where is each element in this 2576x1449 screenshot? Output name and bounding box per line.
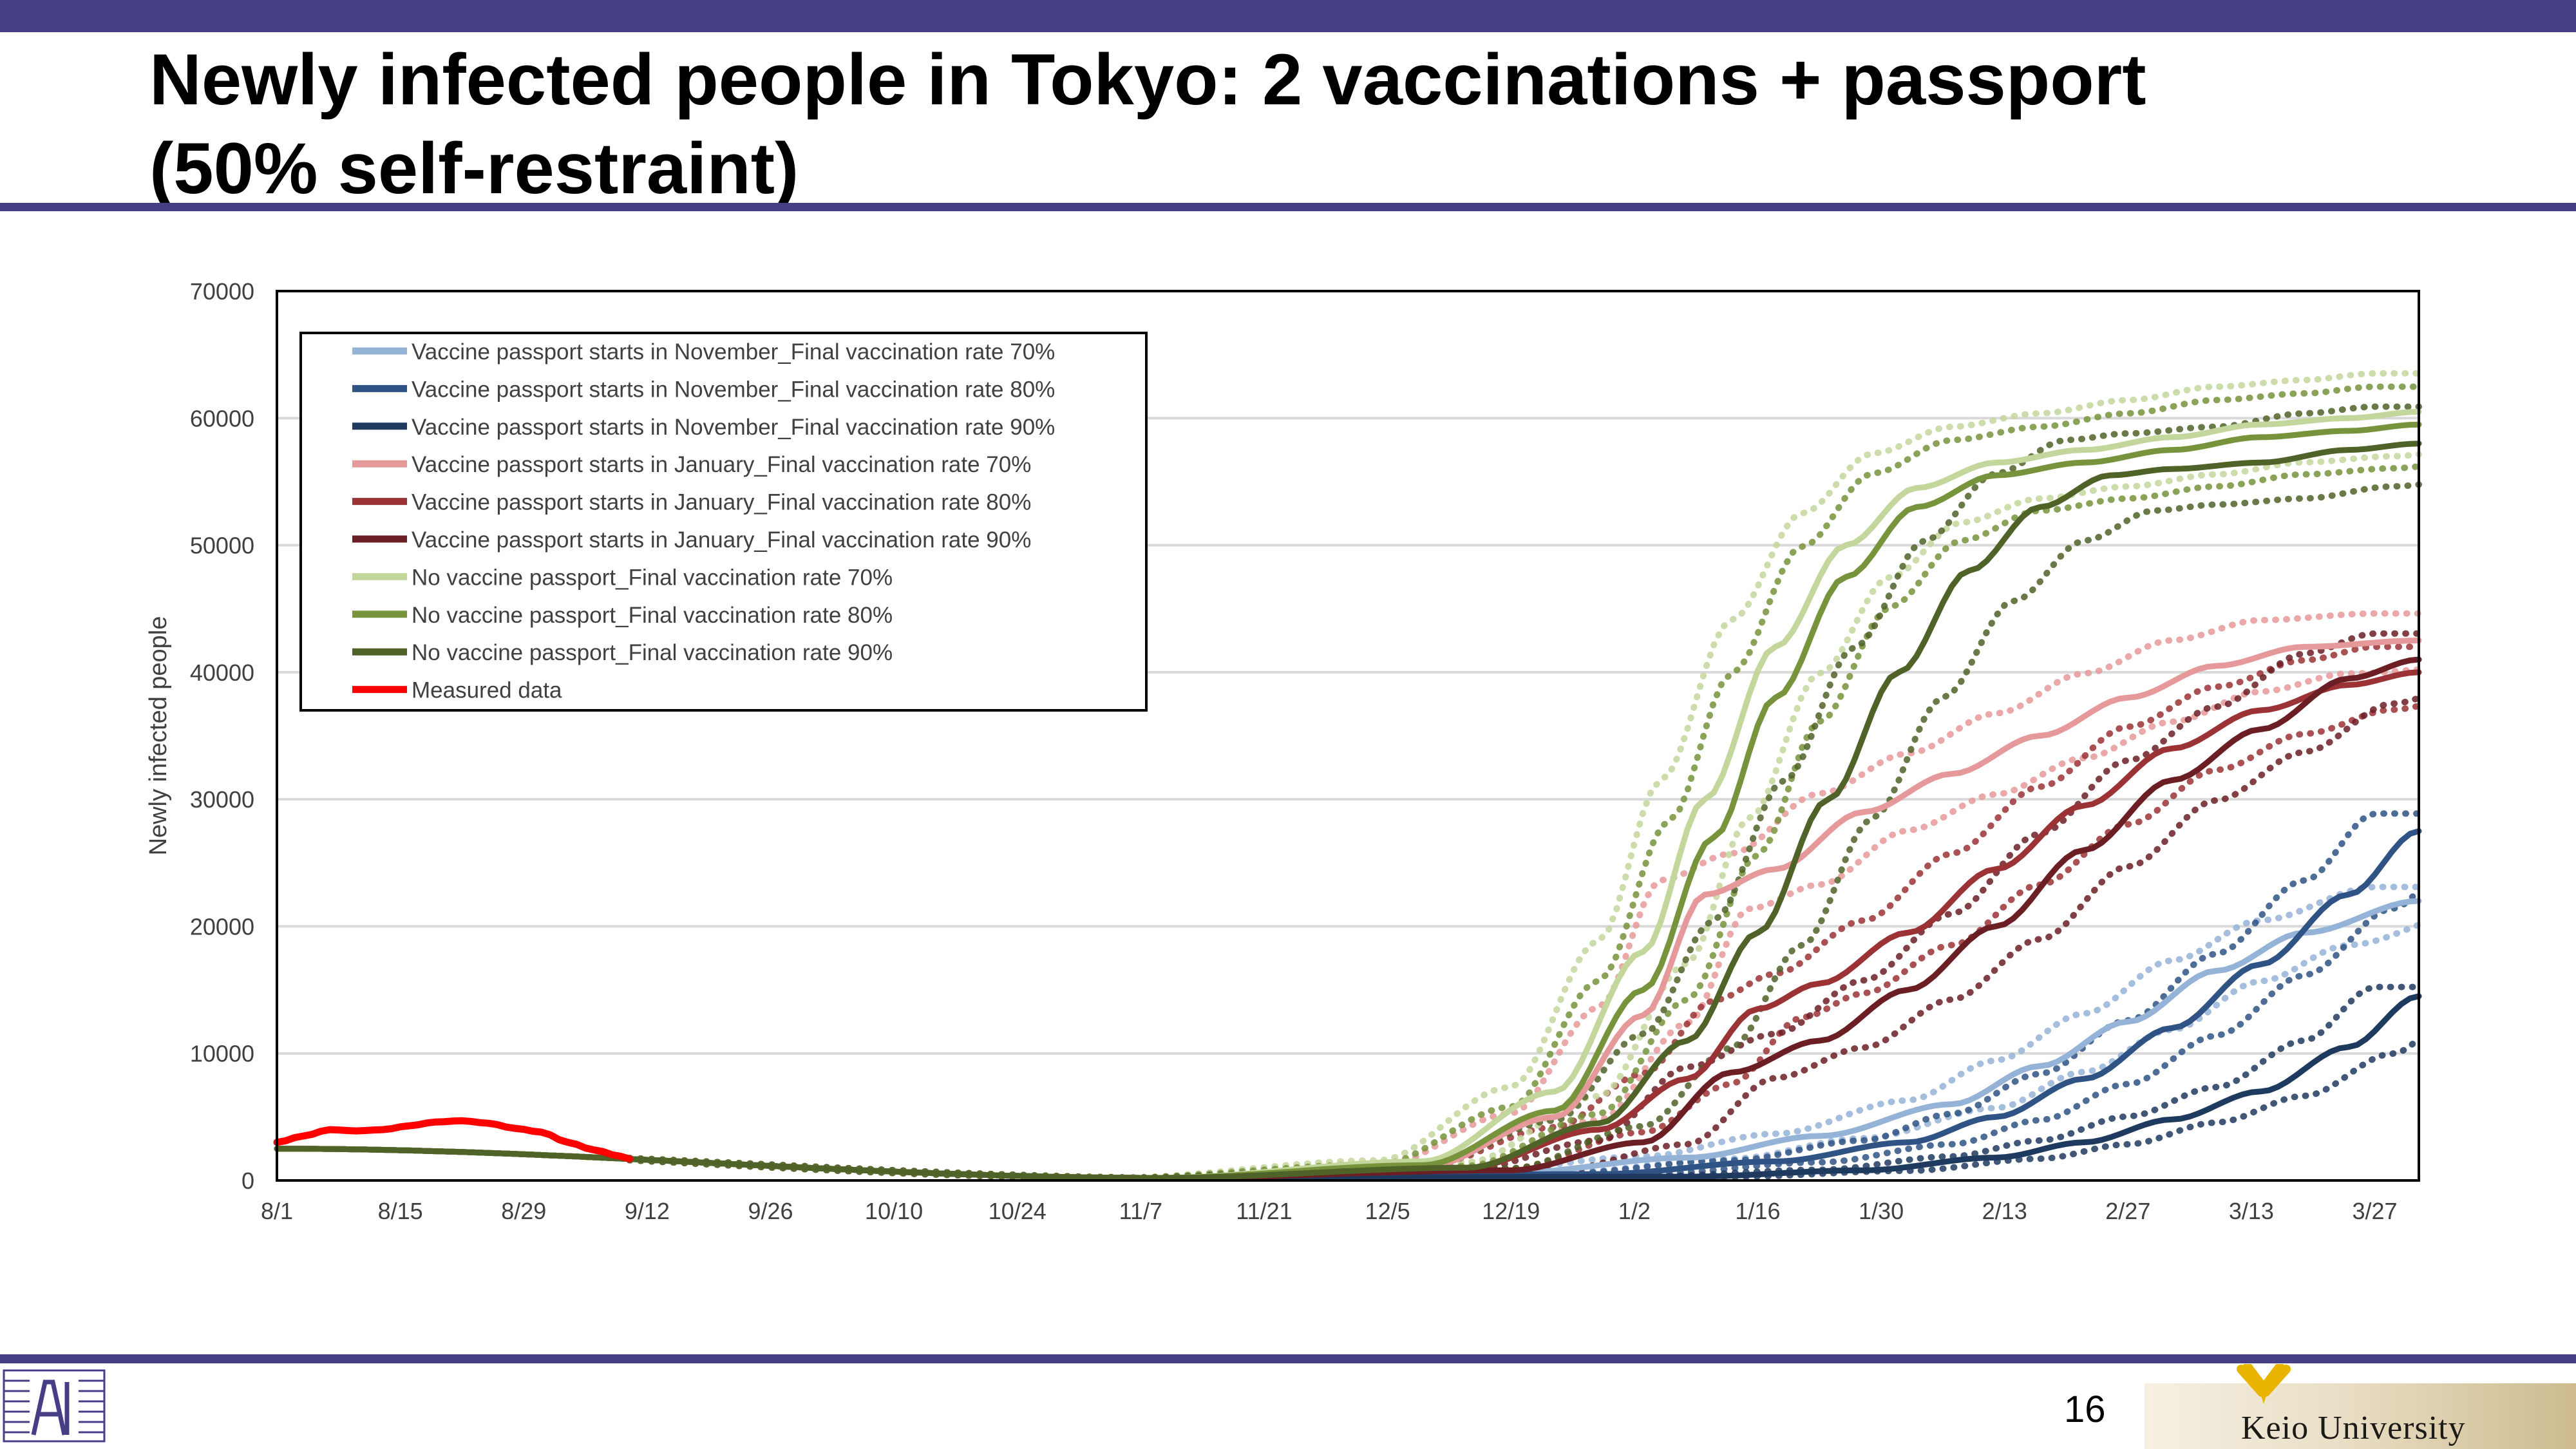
x-tick-label: 1/2	[1618, 1198, 1651, 1224]
top-accent-bar	[0, 0, 2576, 32]
x-tick-label: 2/13	[1982, 1198, 2027, 1224]
x-tick-label: 2/27	[2105, 1198, 2150, 1224]
legend-label: Vaccine passport starts in November_Fina…	[412, 377, 1055, 402]
legend-label: Vaccine passport starts in January_Final…	[412, 452, 1031, 477]
legend-label: Vaccine passport starts in November_Fina…	[412, 339, 1055, 365]
x-tick-label: 8/29	[501, 1198, 546, 1224]
keio-university-name: Keio University	[2241, 1410, 2466, 1446]
y-tick-label: 10000	[190, 1041, 254, 1067]
x-tick-label: 8/1	[261, 1198, 293, 1224]
y-axis-tick-labels: 0 10000 20000 30000 40000 50000 60000 70000	[190, 278, 254, 1194]
series-line-10	[273, 1117, 633, 1162]
keio-university-logo: Keio University	[2145, 1364, 2576, 1449]
institute-logo-icon	[3, 1369, 106, 1443]
series-lines	[273, 408, 2422, 1181]
keio-pen-mark-icon	[2237, 1364, 2291, 1404]
x-tick-label: 3/27	[2353, 1198, 2398, 1224]
slide-title: Newly infected people in Tokyo: 2 vaccin…	[149, 39, 2146, 209]
legend-label: Vaccine passport starts in November_Fina…	[412, 415, 1055, 440]
y-tick-label: 70000	[190, 278, 254, 305]
legend-label: No vaccine passport_Final vaccination ra…	[412, 640, 893, 665]
legend-label: No vaccine passport_Final vaccination ra…	[412, 565, 893, 590]
plot-area-border	[276, 290, 2420, 1182]
x-tick-label: 10/24	[989, 1198, 1046, 1224]
y-tick-label: 30000	[190, 786, 254, 813]
y-axis-label: Newly infected people	[145, 616, 172, 856]
y-tick-label: 0	[242, 1168, 254, 1194]
x-tick-label: 12/5	[1365, 1198, 1410, 1224]
x-tick-label: 1/16	[1735, 1198, 1780, 1224]
legend-box	[299, 332, 1148, 712]
series-line-1	[274, 898, 2422, 1181]
x-tick-label: 8/15	[378, 1198, 423, 1224]
legend-label: No vaccine passport_Final vaccination ra…	[412, 603, 893, 628]
x-tick-label: 10/10	[865, 1198, 923, 1224]
series-range-line	[626, 630, 2422, 1181]
x-tick-label: 12/19	[1482, 1198, 1540, 1224]
x-axis-tick-labels: 8/1 8/15 8/29 9/12 9/26 10/10 10/24 11/7 11/21 12…	[261, 1198, 2398, 1224]
chart-legend: Vaccine passport starts in November_Fina…	[299, 332, 1148, 712]
x-tick-label: 9/12	[625, 1198, 670, 1224]
y-tick-label: 60000	[190, 405, 254, 431]
series-line-6	[274, 656, 2422, 1181]
series-line-2	[274, 828, 2422, 1181]
y-tick-label: 20000	[190, 913, 254, 940]
title-underline	[0, 203, 2576, 211]
x-tick-label: 11/21	[1236, 1198, 1292, 1224]
institute-logo	[0, 1365, 108, 1446]
y-tick-label: 50000	[190, 533, 254, 559]
x-tick-label: 3/13	[2229, 1198, 2274, 1224]
x-tick-label: 1/30	[1859, 1198, 1904, 1224]
legend-label: Vaccine passport starts in January_Final…	[412, 527, 1031, 553]
y-tick-label: 40000	[190, 659, 254, 686]
x-tick-label: 11/7	[1119, 1198, 1162, 1224]
series-line-9	[274, 440, 2422, 1181]
legend-label: Measured data	[412, 678, 562, 703]
page-number: 16	[2064, 1388, 2106, 1430]
legend-label: Vaccine passport starts in January_Final…	[412, 490, 1031, 515]
footer-rule	[0, 1354, 2576, 1363]
x-tick-label: 9/26	[748, 1198, 793, 1224]
